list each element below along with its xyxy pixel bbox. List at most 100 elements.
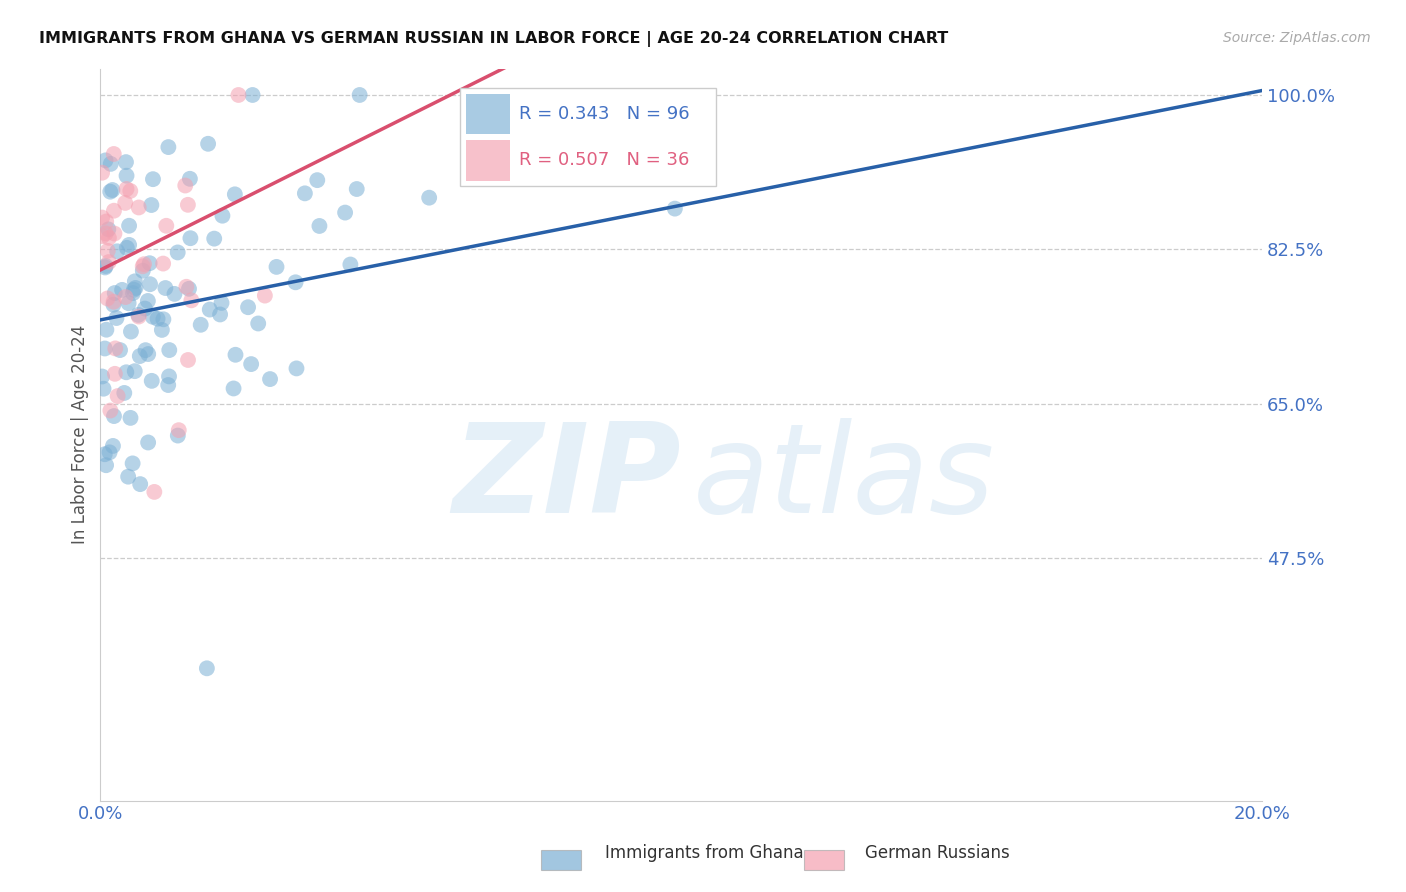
Point <box>176 279 198 293</box>
Point <box>96 323 118 337</box>
Point <box>128 201 150 215</box>
Point <box>103 409 125 423</box>
Point <box>114 290 136 304</box>
Point <box>132 263 155 277</box>
Point <box>115 241 138 255</box>
Point <box>222 381 245 395</box>
Point <box>180 293 202 308</box>
Point <box>115 182 138 196</box>
Point <box>143 484 166 499</box>
Text: German Russians: German Russians <box>865 844 1010 862</box>
Point <box>120 325 142 339</box>
Point <box>179 231 201 245</box>
Point <box>94 227 117 241</box>
Point <box>190 318 212 332</box>
Point <box>209 308 232 322</box>
Point <box>115 365 138 379</box>
Point <box>124 281 146 295</box>
Point <box>157 369 180 384</box>
Point <box>157 140 180 154</box>
Point <box>122 286 145 301</box>
Point <box>224 348 246 362</box>
Point <box>94 458 117 473</box>
Point <box>104 342 127 356</box>
Point <box>177 198 200 212</box>
Bar <box>460 88 716 186</box>
Point <box>104 367 127 381</box>
Point <box>91 229 114 244</box>
Point <box>101 439 124 453</box>
Point <box>94 342 117 356</box>
Point <box>103 203 125 218</box>
Point <box>228 87 250 102</box>
Point <box>108 343 131 357</box>
Point <box>103 147 125 161</box>
Text: R = 0.343   N = 96: R = 0.343 N = 96 <box>519 105 689 123</box>
Point <box>139 277 162 292</box>
Bar <box>467 140 510 180</box>
Point <box>98 185 121 199</box>
Point <box>120 184 142 198</box>
Point <box>155 281 177 295</box>
Point <box>118 219 141 233</box>
Point <box>157 343 180 357</box>
Point <box>91 211 114 225</box>
Point <box>141 374 163 388</box>
Point <box>111 283 134 297</box>
Point <box>94 153 117 168</box>
Point <box>163 286 186 301</box>
Point <box>294 186 316 201</box>
Point <box>308 219 330 233</box>
Point <box>107 389 129 403</box>
Point <box>266 260 288 274</box>
Point <box>121 457 143 471</box>
Point <box>135 343 157 358</box>
Text: atlas: atlas <box>693 418 995 539</box>
Point <box>174 178 197 193</box>
Point <box>211 209 233 223</box>
Point <box>129 477 152 491</box>
Point <box>197 136 219 151</box>
Point <box>349 87 371 102</box>
Point <box>115 169 138 183</box>
Text: Source: ZipAtlas.com: Source: ZipAtlas.com <box>1223 31 1371 45</box>
Point <box>253 288 276 302</box>
Point <box>247 317 270 331</box>
Point <box>259 372 281 386</box>
Point <box>307 173 329 187</box>
Point <box>128 310 150 324</box>
Point <box>97 222 120 236</box>
Point <box>240 357 263 371</box>
Point <box>155 219 177 233</box>
Point <box>94 260 117 275</box>
Point <box>167 423 190 437</box>
Point <box>138 256 160 270</box>
Point <box>211 296 233 310</box>
Point <box>120 410 142 425</box>
Text: Immigrants from Ghana: Immigrants from Ghana <box>605 844 803 862</box>
Point <box>127 308 149 322</box>
Point <box>115 155 138 169</box>
Point <box>284 275 307 289</box>
Point <box>105 244 128 259</box>
Point <box>97 255 120 269</box>
Point <box>242 87 264 102</box>
Point <box>94 259 117 273</box>
Point <box>105 311 128 326</box>
Point <box>150 323 173 337</box>
Bar <box>467 95 510 135</box>
Point <box>132 257 155 271</box>
Point <box>114 195 136 210</box>
Text: ZIP: ZIP <box>453 418 681 539</box>
Point <box>166 428 188 442</box>
Point <box>117 296 139 310</box>
Point <box>117 469 139 483</box>
Point <box>122 283 145 297</box>
Point <box>97 244 120 258</box>
Point <box>134 301 156 316</box>
Point <box>177 282 200 296</box>
Point <box>103 294 125 309</box>
Point <box>104 286 127 301</box>
Point <box>141 198 163 212</box>
Point <box>132 260 155 274</box>
